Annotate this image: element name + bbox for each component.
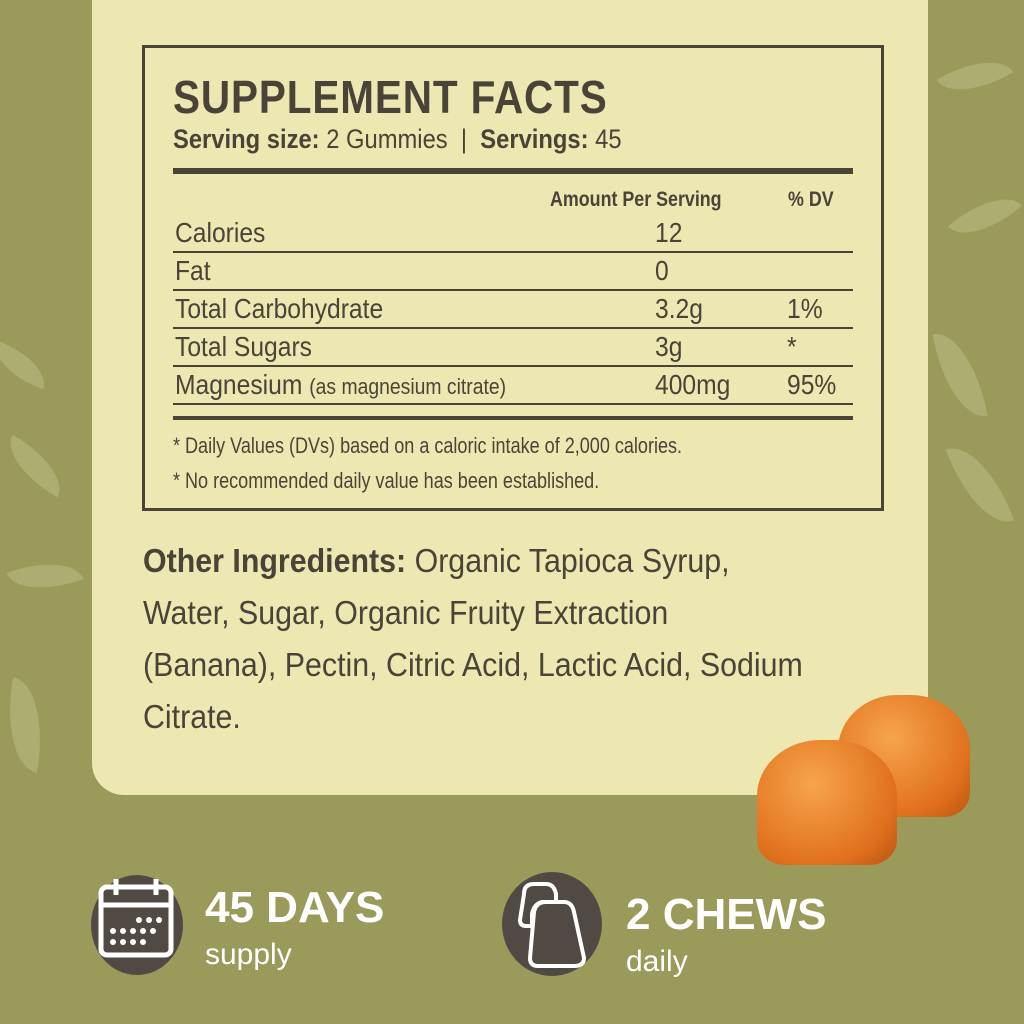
separator: | [460, 124, 468, 154]
ingredients-label: Other Ingredients: [143, 542, 407, 579]
nutrient-amount: 3g [655, 331, 683, 362]
facts-row: Total Sugars 3g * [173, 328, 853, 367]
nutrient-dv: 95% [787, 369, 837, 400]
nutrient-amount: 400mg [655, 369, 731, 400]
serving-size-value: 2 Gummies [326, 124, 448, 154]
header-dv: % DV [788, 188, 834, 211]
nutrient-name: Total Carbohydrate [175, 293, 384, 324]
footnote: * Daily Values (DVs) based on a caloric … [173, 433, 683, 458]
chews-badge [502, 872, 602, 976]
nutrient-amount: 12 [655, 217, 683, 248]
divider [173, 168, 853, 174]
servings-value: 45 [595, 124, 622, 154]
facts-row: Magnesium (as magnesium citrate) 400mg 95% [173, 366, 853, 405]
facts-row: Calories 12 [173, 214, 853, 253]
facts-row: Fat 0 [173, 252, 853, 291]
facts-row: Total Carbohydrate 3.2g 1% [173, 290, 853, 329]
other-ingredients: Other Ingredients: Organic Tapioca Syrup… [143, 535, 805, 743]
calendar-icon [98, 879, 174, 958]
badge-subtitle: daily [626, 945, 688, 978]
nutrient-dv: 1% [787, 293, 823, 324]
nutrient-name: Calories [175, 217, 266, 248]
divider [173, 416, 853, 420]
header-amount: Amount Per Serving [550, 188, 722, 211]
ingredients-text: Organic Tapioca Syrup, Water, Sugar, Org… [143, 542, 803, 735]
nutrient-dv: * [787, 331, 797, 362]
nutrient-amount: 0 [655, 255, 669, 286]
badge-subtitle: supply [205, 938, 292, 971]
calendar-badge [91, 875, 183, 975]
facts-title: SUPPLEMENT FACTS [173, 71, 608, 123]
info-panel [92, 0, 928, 795]
badge-title: 45 DAYS [205, 883, 385, 932]
nutrient-name: Total Sugars [175, 331, 312, 362]
badge-title: 2 CHEWS [626, 890, 827, 939]
gummies-icon [517, 882, 587, 968]
serving-size-label: Serving size: [173, 124, 320, 154]
nutrient-source: (as magnesium citrate) [309, 374, 507, 399]
nutrient-name: Magnesium (as magnesium citrate) [175, 369, 507, 400]
supplement-facts-box: SUPPLEMENT FACTS Serving size: 2 Gummies… [142, 45, 884, 511]
nutrient-amount: 3.2g [655, 293, 703, 324]
footnote: * No recommended daily value has been es… [173, 468, 600, 493]
nutrient-name: Fat [175, 255, 211, 286]
serving-info: Serving size: 2 Gummies | Servings: 45 [173, 124, 622, 155]
servings-label: Servings: [480, 124, 589, 154]
